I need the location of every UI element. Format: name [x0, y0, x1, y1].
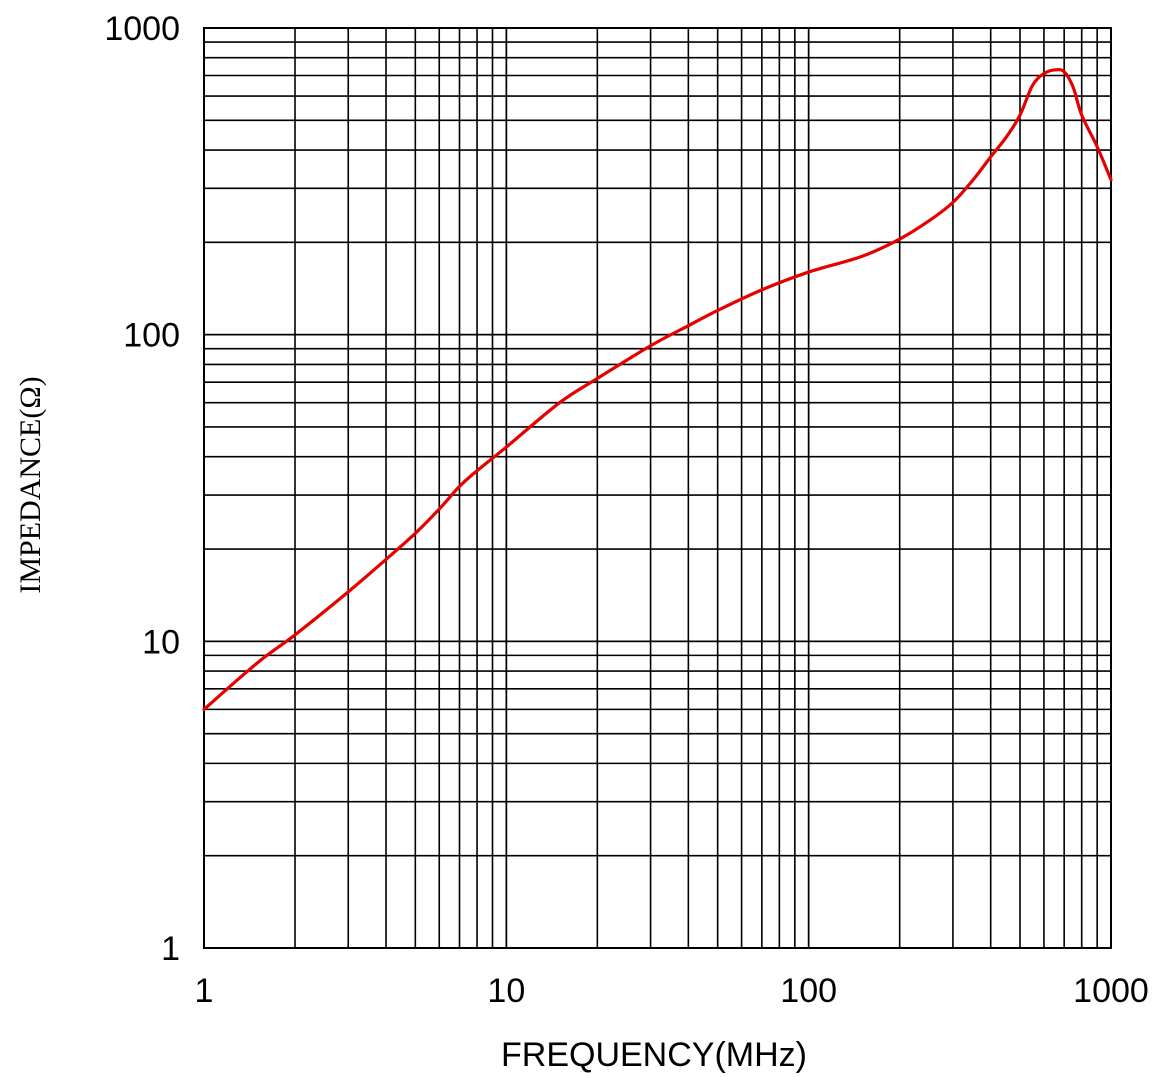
- grid-lines: [203, 27, 1112, 949]
- y-axis-tick-labels: 1 10 100 1000: [104, 10, 180, 968]
- x-tick-label: 1000: [1073, 972, 1149, 1010]
- x-tick-label: 100: [780, 972, 837, 1010]
- y-tick-label: 1000: [104, 10, 180, 48]
- y-tick-label: 1: [161, 930, 180, 968]
- y-tick-label: 100: [123, 317, 180, 355]
- impedance-series-line: [202, 67, 1113, 711]
- y-axis-title: IMPEDANCE(Ω): [14, 376, 47, 593]
- x-tick-label: 10: [487, 972, 525, 1010]
- x-tick-label: 1: [195, 972, 214, 1010]
- y-tick-label: 10: [142, 623, 180, 661]
- plot-frame: [203, 27, 1112, 949]
- x-axis-tick-labels: 1 10 100 1000: [195, 972, 1149, 1010]
- series-layer: [202, 67, 1113, 711]
- x-axis-title: FREQUENCY(MHz): [501, 1036, 807, 1074]
